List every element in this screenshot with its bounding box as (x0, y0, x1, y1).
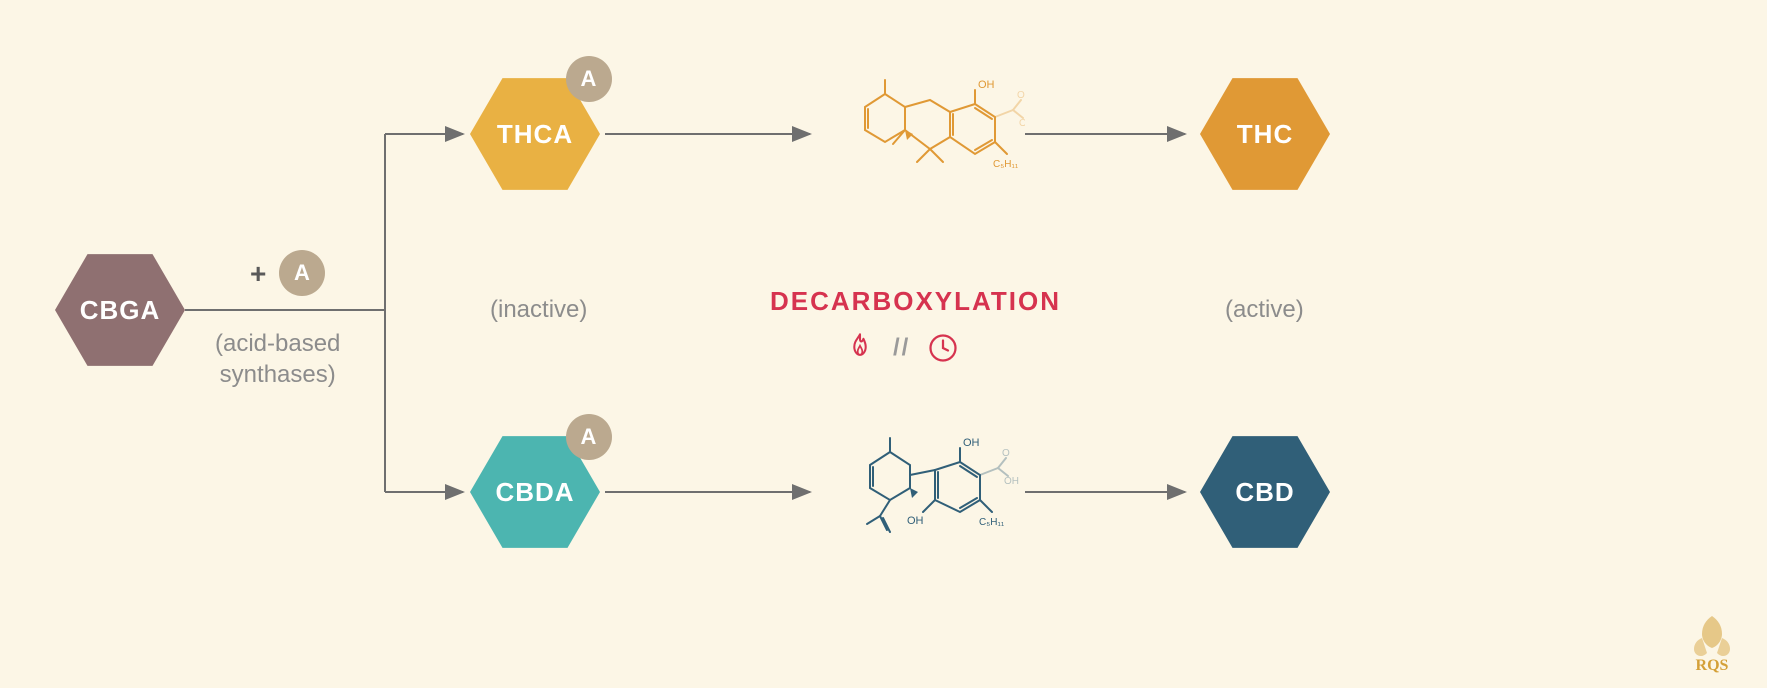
badge-cbda: A (566, 414, 612, 460)
hex-thc-label: THC (1237, 119, 1293, 150)
note-inactive: (inactive) (490, 296, 587, 324)
svg-text:O: O (1002, 448, 1010, 459)
badge-thca: A (566, 56, 612, 102)
arrow-thca-mol (605, 128, 820, 148)
note-active: (active) (1225, 296, 1304, 324)
molecule-thca: OH C₅H₁₁ O OH (835, 62, 1025, 202)
fire-icon (845, 332, 875, 364)
connector-cbga-branch (185, 130, 485, 510)
hex-cbda-label: CBDA (495, 477, 574, 508)
badge-mid-label: A (294, 260, 310, 286)
badge-mid: A (279, 250, 325, 296)
svg-text:O: O (1017, 90, 1025, 101)
arrow-mol-thc (1025, 128, 1195, 148)
decarb-title: DECARBOXYLATION (770, 286, 1061, 317)
decarb-icons: // (845, 332, 958, 364)
hex-thca: THCA A (470, 78, 600, 190)
svg-text:OH: OH (907, 515, 924, 527)
svg-text:C₅H₁₁: C₅H₁₁ (979, 517, 1005, 528)
svg-text:OH: OH (1004, 476, 1019, 487)
hex-cbga: CBGA (55, 254, 185, 366)
clock-icon (928, 333, 958, 363)
hex-cbga-label: CBGA (80, 295, 161, 326)
badge-cbda-label: A (581, 424, 598, 450)
arrow-mol-cbd (1025, 486, 1195, 506)
logo-text: RQS (1696, 657, 1729, 674)
svg-text:OH: OH (963, 437, 980, 449)
hex-cbda: CBDA A (470, 436, 600, 548)
badge-thca-label: A (581, 66, 598, 92)
decarb-slashes: // (893, 334, 910, 362)
svg-text:C₅H₁₁: C₅H₁₁ (993, 159, 1019, 170)
logo-rqs: RQS (1677, 608, 1747, 678)
molecule-cbda: OH OH C₅H₁₁ O OH (835, 420, 1025, 570)
svg-text:OH: OH (978, 79, 995, 91)
hex-cbd-label: CBD (1235, 477, 1294, 508)
svg-text:OH: OH (1019, 118, 1025, 129)
hex-thc: THC (1200, 78, 1330, 190)
hex-thca-label: THCA (497, 119, 573, 150)
arrow-cbda-mol (605, 486, 820, 506)
hex-cbd: CBD (1200, 436, 1330, 548)
